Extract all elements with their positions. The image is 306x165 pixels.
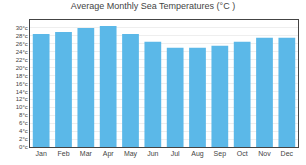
svg-text:Jul: Jul	[171, 150, 180, 157]
svg-text:Nov: Nov	[258, 150, 271, 157]
svg-text:Dec: Dec	[281, 150, 294, 157]
svg-text:26°c: 26°c	[16, 41, 28, 47]
svg-text:Sep: Sep	[214, 150, 227, 158]
svg-text:Aug: Aug	[191, 150, 204, 158]
svg-text:Mar: Mar	[80, 150, 93, 157]
svg-text:10°c: 10°c	[16, 104, 28, 110]
svg-text:Feb: Feb	[57, 150, 69, 157]
svg-text:2°c: 2°c	[19, 136, 28, 142]
svg-text:18°c: 18°c	[16, 73, 28, 79]
svg-text:30°c: 30°c	[16, 25, 28, 31]
svg-text:6°c: 6°c	[19, 120, 28, 126]
svg-text:Jun: Jun	[147, 150, 158, 157]
svg-text:Jan: Jan	[36, 150, 47, 157]
svg-text:Oct: Oct	[237, 150, 248, 157]
svg-text:May: May	[124, 150, 138, 158]
svg-text:4°c: 4°c	[19, 128, 28, 134]
svg-text:0°c: 0°c	[19, 144, 28, 150]
svg-text:Average Monthly Sea Temperatur: Average Monthly Sea Temperatures (°C )	[71, 1, 235, 11]
svg-text:22°c: 22°c	[16, 57, 28, 63]
svg-text:28°c: 28°c	[16, 33, 28, 39]
svg-text:8°c: 8°c	[19, 112, 28, 118]
svg-text:16°c: 16°c	[16, 81, 28, 87]
svg-text:14°c: 14°c	[16, 89, 28, 95]
svg-text:20°c: 20°c	[16, 65, 28, 71]
svg-text:Apr: Apr	[103, 150, 115, 158]
svg-text:12°c: 12°c	[16, 96, 28, 102]
svg-text:24°c: 24°c	[16, 49, 28, 55]
